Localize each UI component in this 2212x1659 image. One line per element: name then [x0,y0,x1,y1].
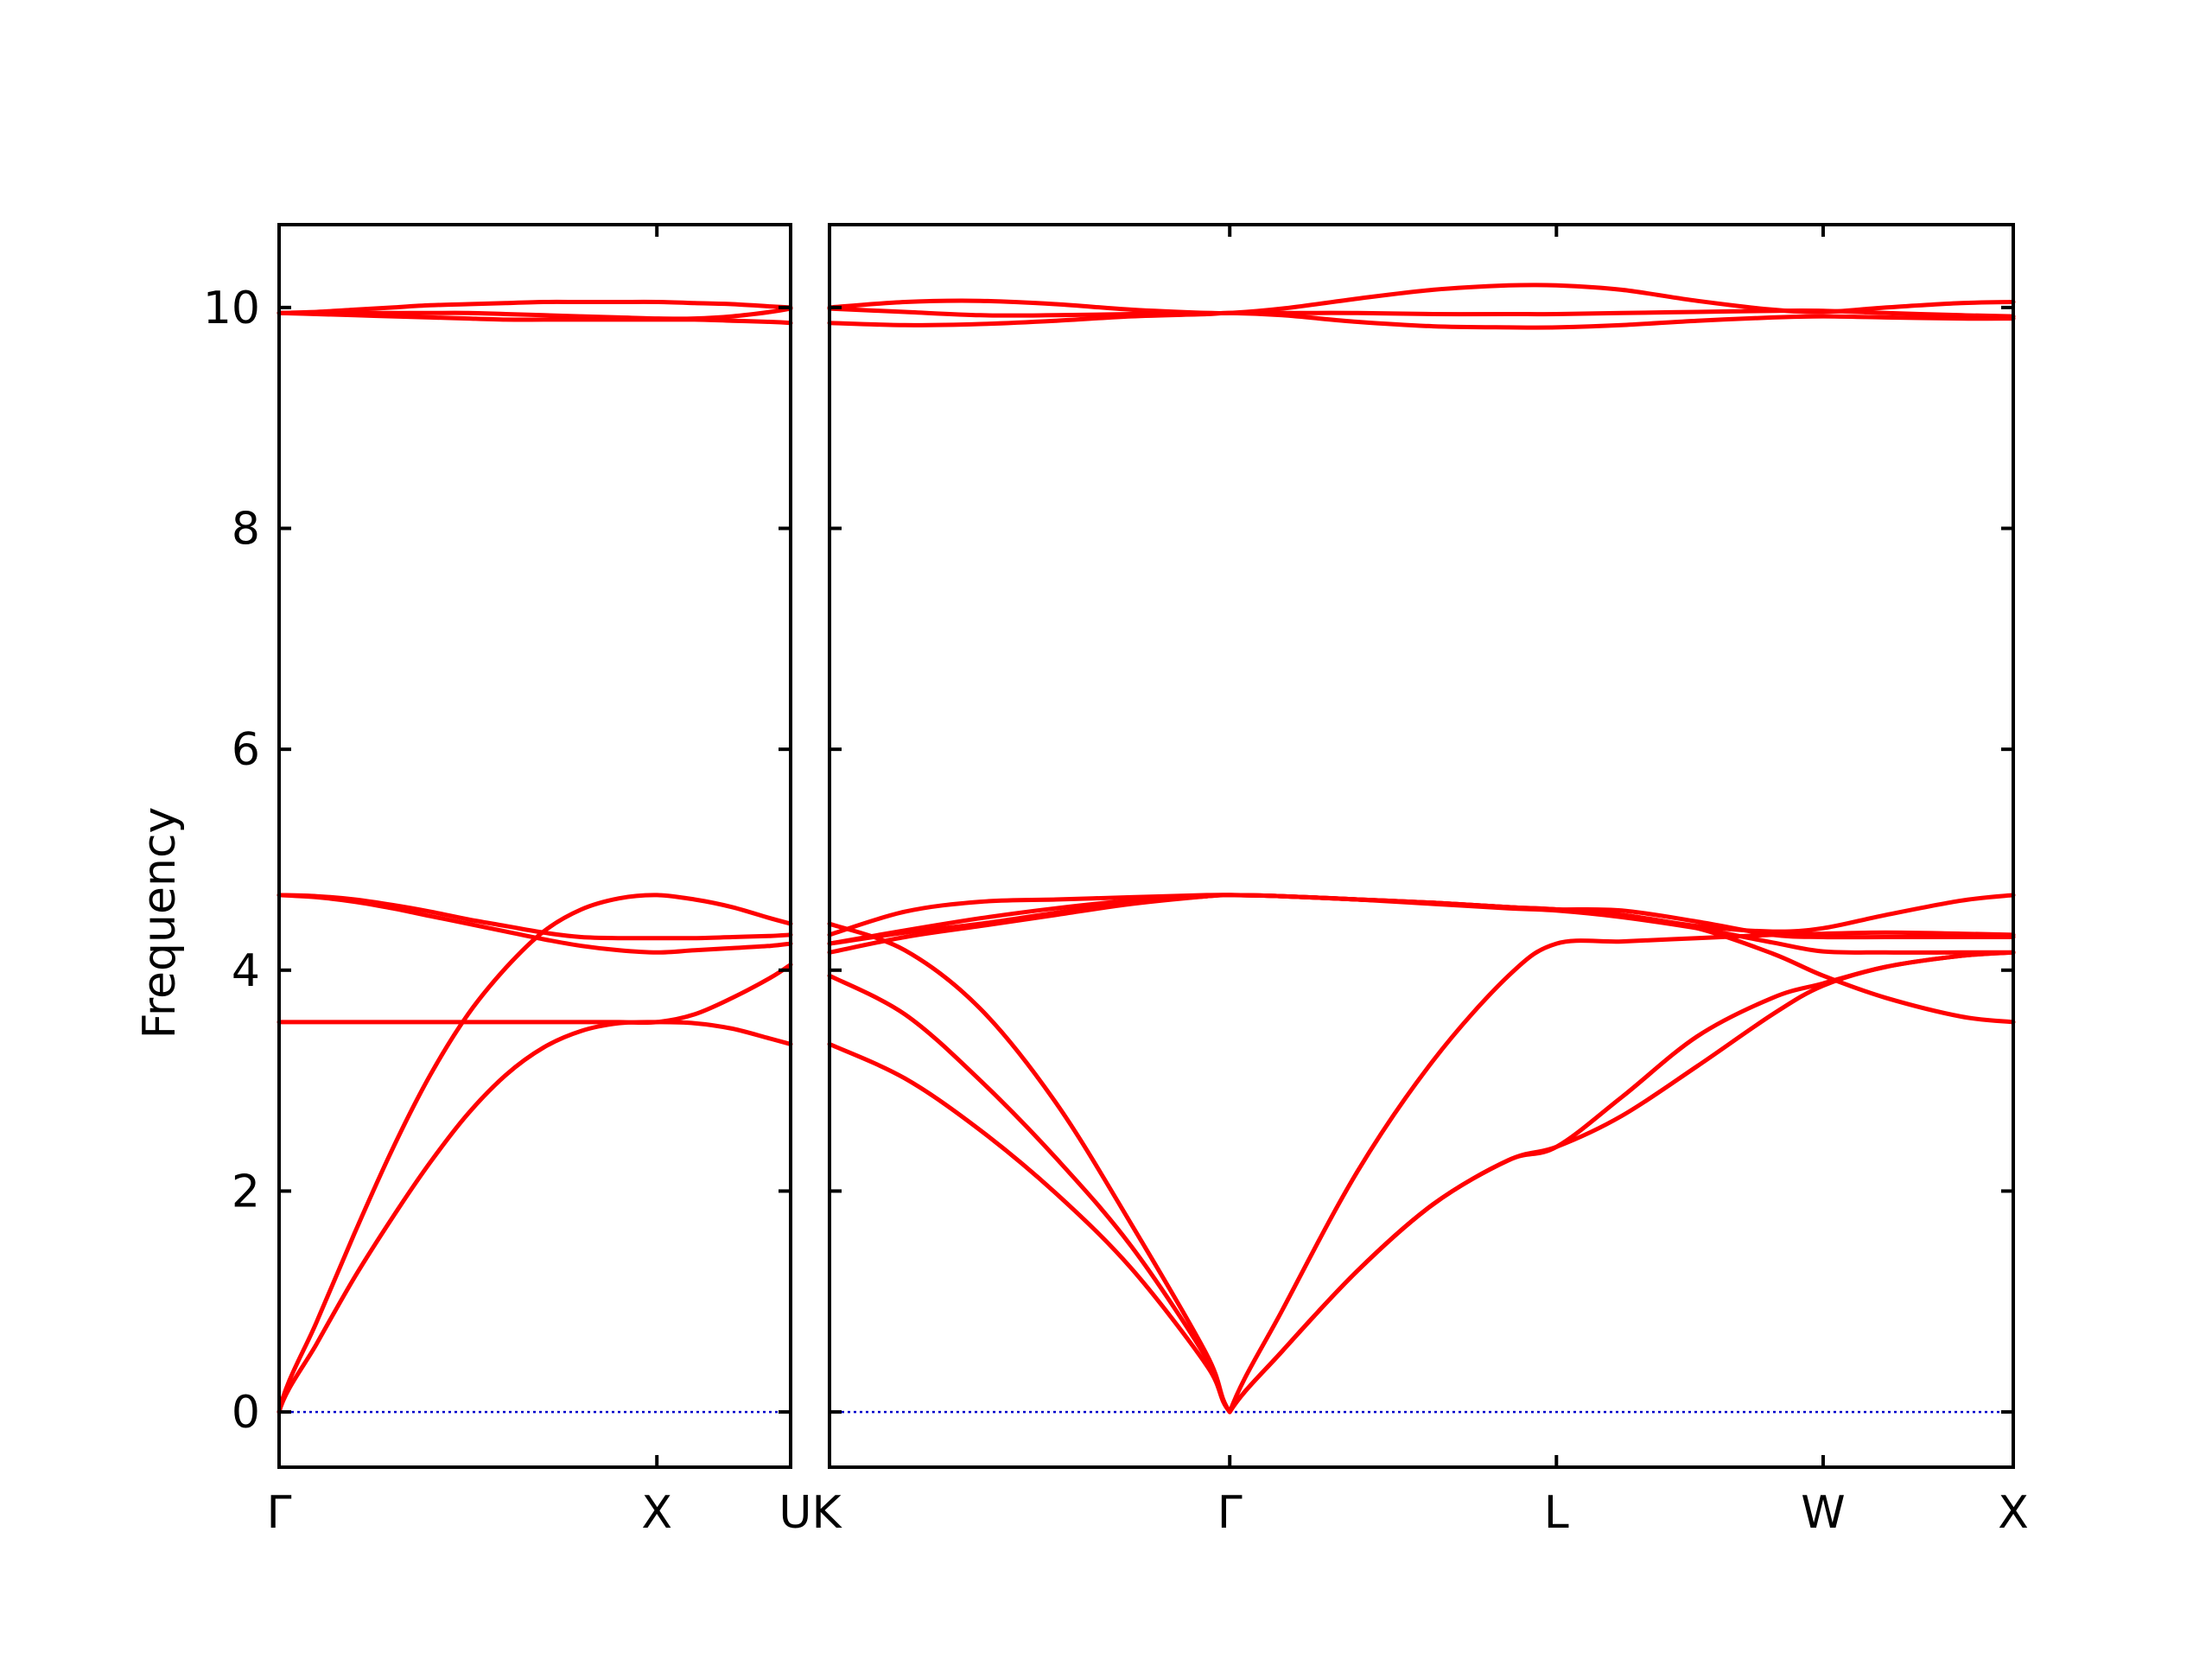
panel-gamma-x-u [276,223,793,1469]
y-tick-label: 0 [232,1387,260,1439]
y-tick-labels: 0 2 4 6 8 10 [203,283,260,1439]
band-1-6 [276,310,793,326]
panel-2-frame [828,223,2015,1469]
panel-1-ticks [279,225,791,1467]
y-tick-label: 6 [232,724,260,776]
x-tick-label: Γ [1217,1487,1243,1539]
x-tick-label: UK [779,1487,842,1539]
bands-panel-2 [827,283,2016,1414]
band-1-1 [276,1020,793,1414]
panel-1-frame [277,223,792,1469]
x-tick-label: X [641,1487,672,1539]
x-tick-label: Γ [267,1487,292,1539]
band-1-5 [276,962,793,1026]
x-tick-labels: Γ X UK Γ L W X [267,1487,2029,1539]
y-axis-label: Frequency [134,807,186,1039]
y-tick-label: 10 [203,283,260,334]
band-1-8 [276,306,793,321]
band-1-4 [276,893,793,941]
x-tick-label: X [1998,1487,2029,1539]
band-2-7 [827,893,2016,946]
y-tick-label: 8 [232,504,260,556]
panel-k-gamma-l-w-x [827,223,2016,1469]
band-1-7 [276,299,793,315]
panel-2-ticks [830,225,2013,1467]
band-2-2 [827,950,2016,1414]
y-tick-label: 4 [232,945,260,997]
x-tick-label: L [1544,1487,1569,1539]
band-1-3 [276,893,793,955]
band-2-10 [827,298,2016,319]
band-2-3 [827,921,2016,1414]
band-1-2 [276,893,793,1414]
y-tick-label: 2 [232,1166,260,1217]
x-tick-label: W [1801,1487,1845,1539]
band-2-8 [827,310,2016,330]
bands-panel-1 [276,299,793,1414]
